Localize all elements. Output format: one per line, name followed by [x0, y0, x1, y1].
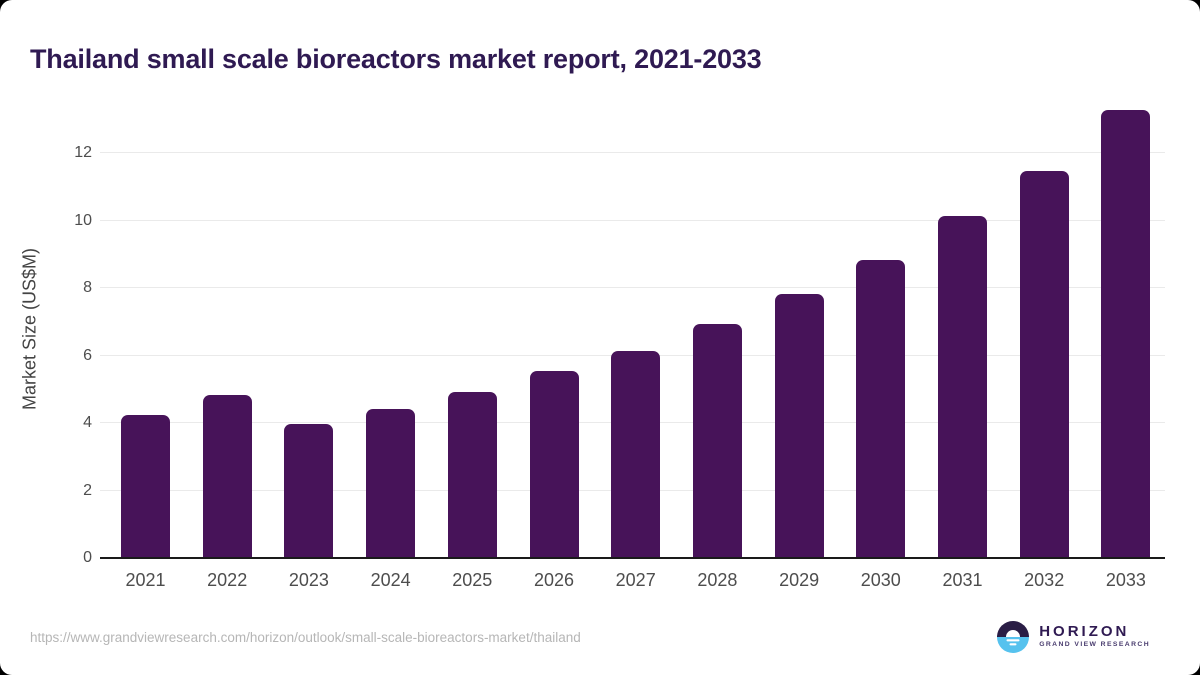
x-axis-line — [100, 557, 1165, 559]
horizon-logo-icon — [997, 621, 1030, 653]
footer: https://www.grandviewresearch.com/horizo… — [30, 608, 1150, 666]
plot-area — [100, 100, 1165, 558]
bar-2031 — [938, 216, 987, 557]
y-axis-title: Market Size (US$M) — [19, 247, 40, 411]
bar-2021 — [121, 415, 170, 557]
bar-2033 — [1101, 109, 1151, 557]
x-tick-label-2028: 2028 — [697, 570, 738, 590]
y-tick-label-2: 2 — [83, 481, 92, 499]
x-tick-label-2032: 2032 — [1024, 570, 1065, 590]
x-tick-label-2021: 2021 — [125, 570, 166, 590]
bar-2027 — [611, 351, 661, 557]
x-tick-label-2026: 2026 — [533, 570, 575, 590]
x-tick-label-2022: 2022 — [207, 570, 248, 590]
bar-2023 — [284, 423, 334, 557]
bar-2022 — [202, 395, 252, 557]
logo-sun-hole — [1006, 630, 1021, 637]
gridline-8 — [100, 287, 1165, 288]
y-tick-label-0: 0 — [83, 549, 92, 566]
logo-wave-2 — [1009, 643, 1017, 646]
logo-wave-1 — [1006, 639, 1020, 642]
x-tick-label-2027: 2027 — [615, 570, 656, 590]
y-tick-label-6: 6 — [83, 346, 92, 364]
x-tick-label-2024: 2024 — [370, 570, 411, 590]
logo-dark-half — [997, 621, 1030, 637]
gridline-10 — [100, 219, 1165, 221]
bar-chart: Market Size (US$M) 0 2 4 6 8 10 12 2021 2022 2023… — [0, 100, 1200, 610]
logo-subtitle: GRAND VIEW RESEARCH — [1039, 641, 1150, 649]
bar-2024 — [366, 408, 416, 557]
y-tick-label-12: 12 — [74, 144, 92, 161]
y-tick-label-10: 10 — [74, 211, 92, 229]
y-tick-label-4: 4 — [83, 414, 92, 431]
x-tick-label-2030: 2030 — [860, 570, 901, 590]
horizon-logo: HORIZON GRAND VIEW RESEARCH — [997, 621, 1150, 653]
bar-2026 — [529, 371, 579, 557]
gridline-12 — [100, 152, 1165, 153]
bar-2025 — [447, 391, 497, 557]
bar-2032 — [1019, 170, 1069, 557]
bar-2030 — [856, 260, 906, 557]
y-tick-label-8: 8 — [83, 279, 92, 296]
x-tick-label-2029: 2029 — [779, 570, 820, 590]
source-url: https://www.grandviewresearch.com/horizo… — [30, 629, 581, 645]
bar-2028 — [692, 324, 742, 557]
x-tick-label-2031: 2031 — [942, 570, 983, 590]
logo-name: HORIZON — [1039, 622, 1130, 640]
bar-2029 — [774, 293, 824, 557]
x-tick-label-2033: 2033 — [1105, 570, 1146, 590]
x-tick-label-2023: 2023 — [288, 570, 329, 590]
page-title: Thailand small scale bioreactors market … — [30, 44, 762, 75]
logo-text: HORIZON GRAND VIEW RESEARCH — [1039, 622, 1150, 650]
x-tick-label-2025: 2025 — [452, 570, 493, 590]
